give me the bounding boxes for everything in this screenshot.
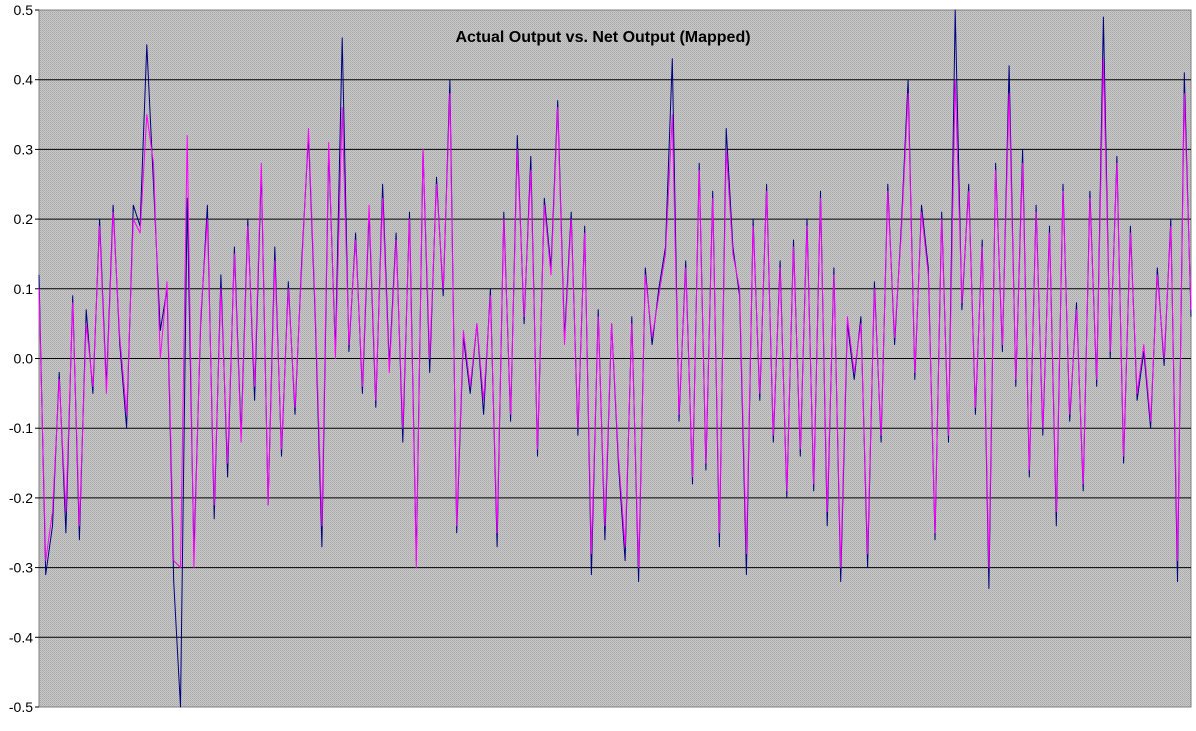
y-tick-label: 0.4 xyxy=(14,72,34,88)
y-axis-ticks: 0.5 0.4 0.3 0.2 0.1 0.0 -0.1 -0.2 -0.3 -0.4 -0.5 xyxy=(9,2,39,715)
y-tick-label: -0.5 xyxy=(9,699,33,715)
y-tick-label: -0.3 xyxy=(9,560,33,576)
series-layer xyxy=(38,9,1192,708)
y-tick-label: -0.2 xyxy=(9,490,33,506)
gridlines xyxy=(39,79,1191,638)
series-line-2 xyxy=(38,58,1192,569)
y-tick-label: 0.1 xyxy=(14,281,34,297)
chart-title: Actual Output vs. Net Output (Mapped) xyxy=(455,29,750,46)
y-tick-label: -0.1 xyxy=(9,420,33,436)
y-tick-label: -0.4 xyxy=(9,629,33,645)
y-tick-label: 0.2 xyxy=(14,211,34,227)
y-tick-label: 0.5 xyxy=(14,2,34,18)
y-tick-label: 0.3 xyxy=(14,141,34,157)
y-tick-label: 0.0 xyxy=(14,351,34,367)
